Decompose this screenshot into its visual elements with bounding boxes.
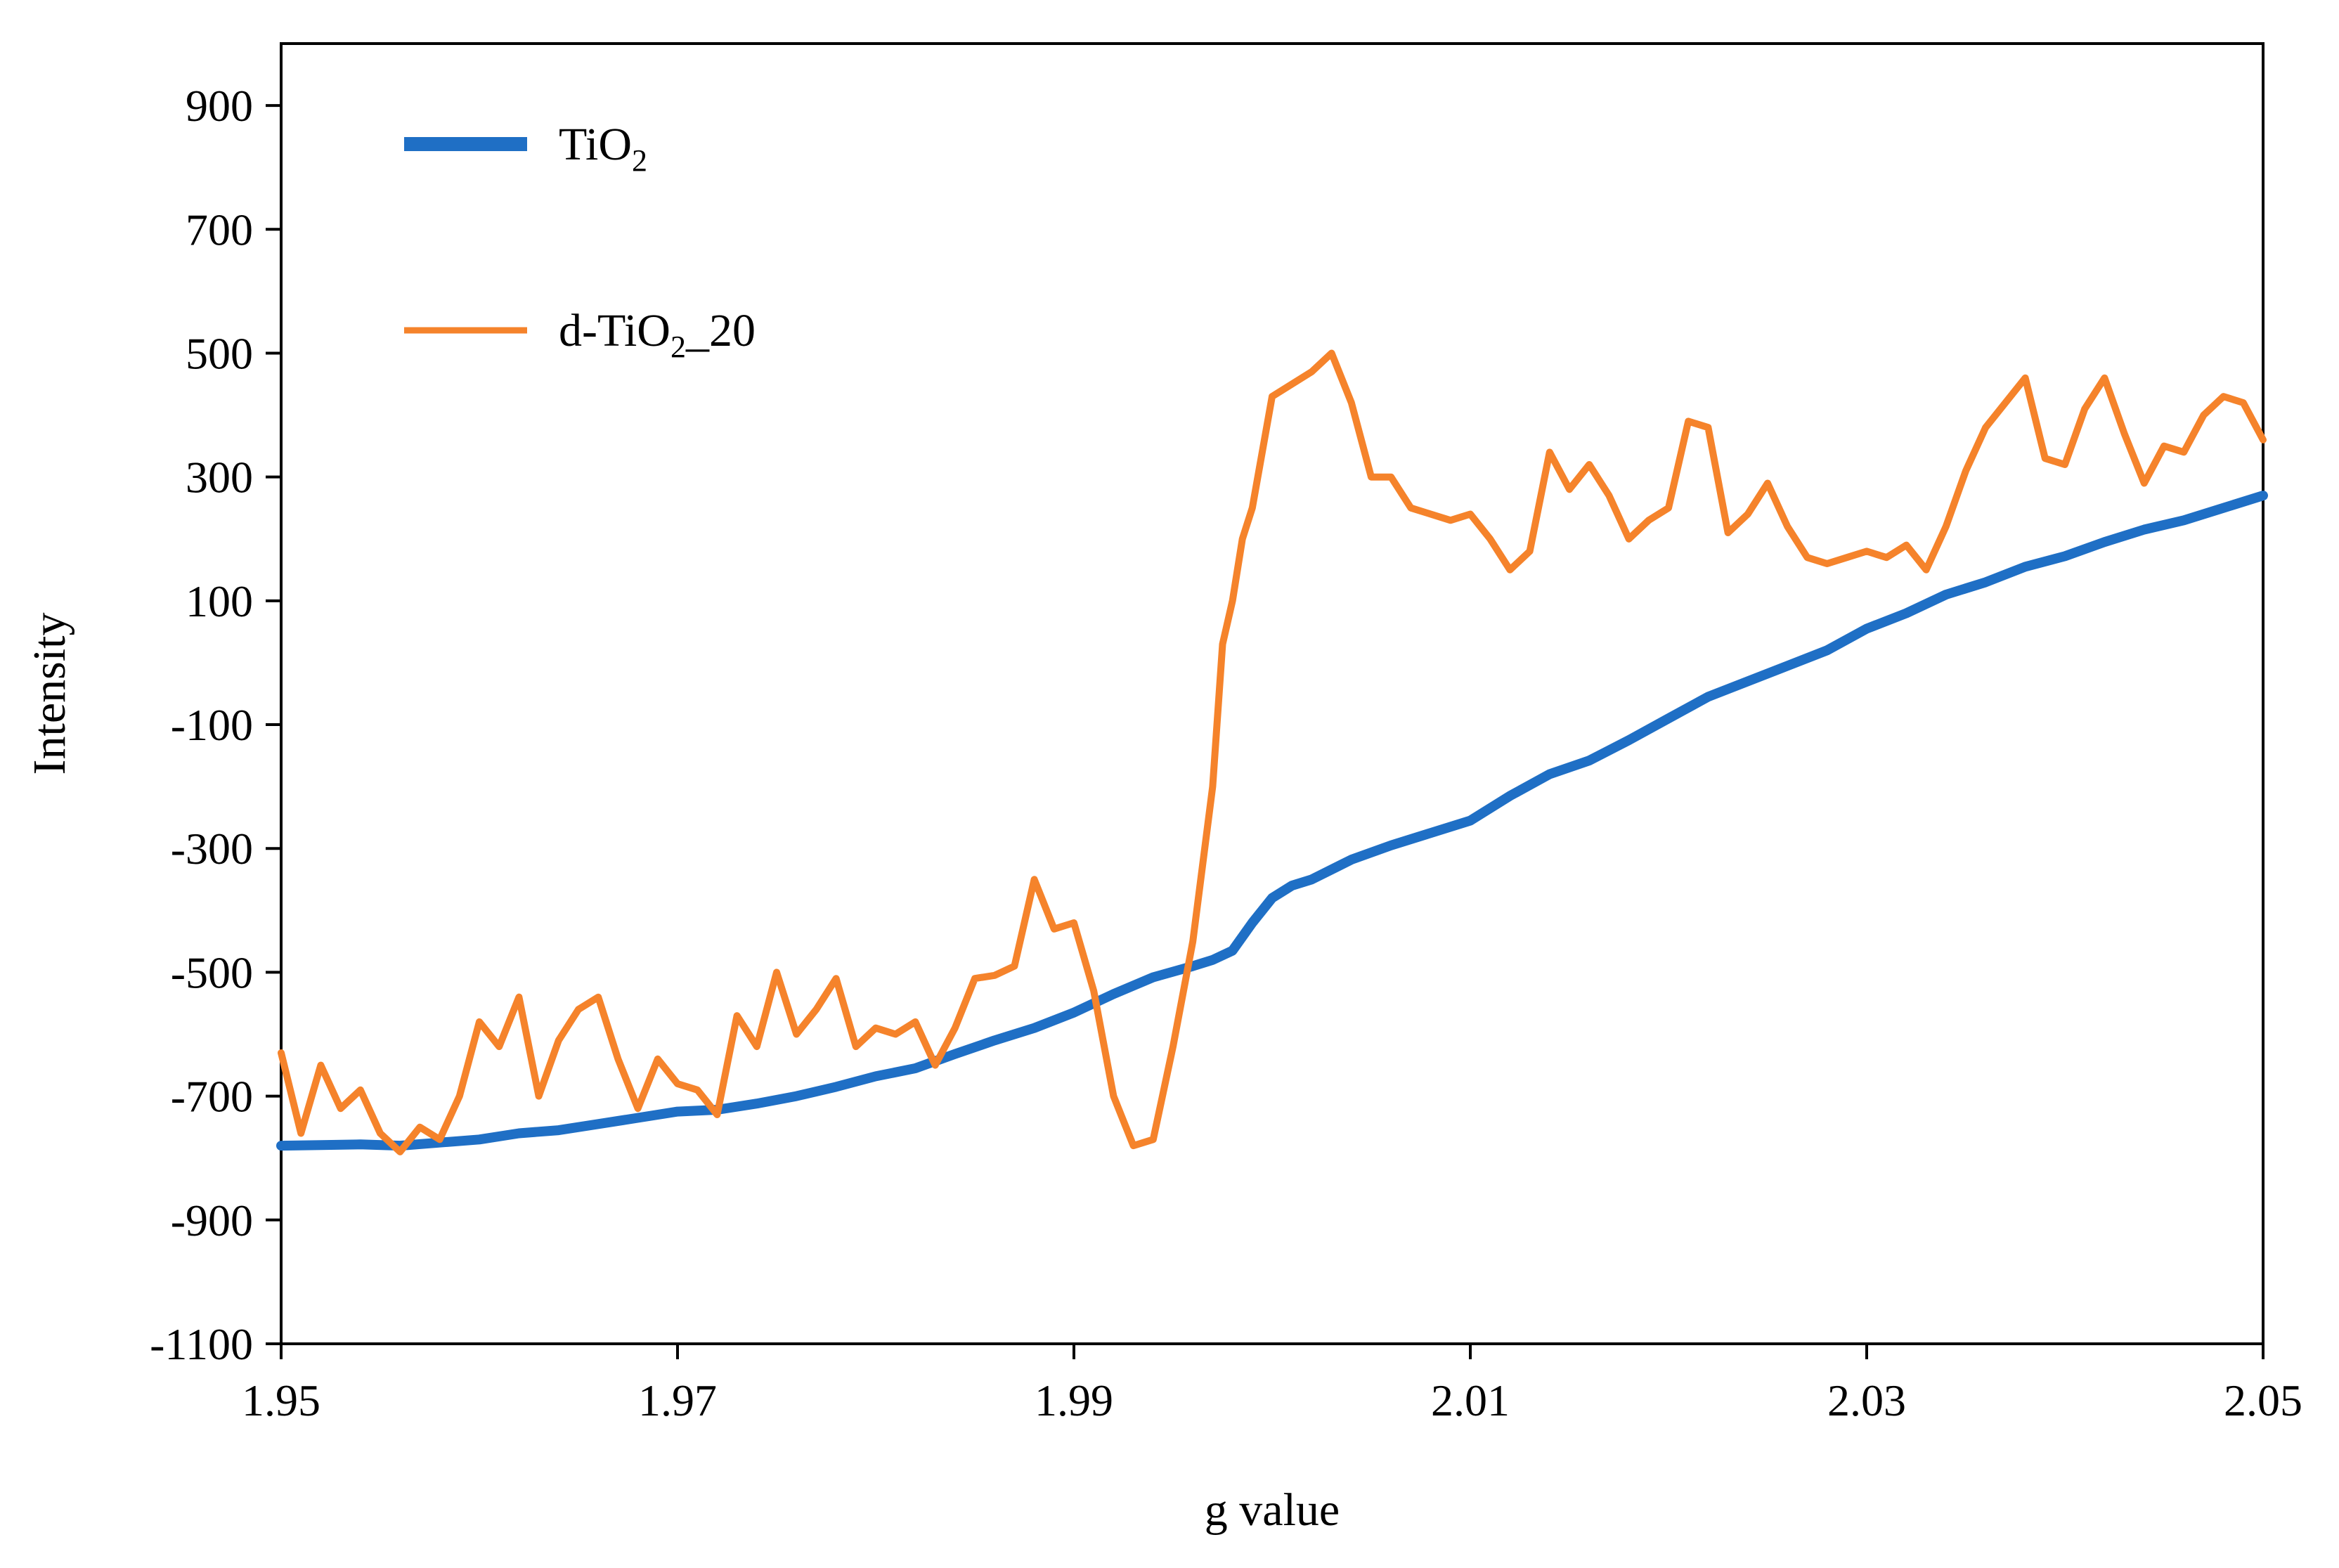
x-tick-label: 2.05 xyxy=(2224,1375,2302,1425)
y-tick-label: -1100 xyxy=(150,1319,253,1369)
legend-label-tio2: TiO2 xyxy=(559,119,647,178)
x-tick-label: 1.99 xyxy=(1035,1375,1113,1425)
y-tick-label: -900 xyxy=(171,1196,253,1245)
series-line-d-tio2-20 xyxy=(278,349,2267,1155)
y-tick-label: -300 xyxy=(171,824,253,874)
x-axis: 1.95 1.97 1.99 2.01 2.03 2.05 xyxy=(242,1344,2302,1425)
y-tick-label: -100 xyxy=(171,700,253,750)
y-tick-label: -500 xyxy=(171,947,253,997)
y-tick-label: 500 xyxy=(186,328,253,378)
series-layer xyxy=(276,349,2268,1155)
plot-area xyxy=(276,42,2268,1345)
y-tick-label: 700 xyxy=(186,205,253,254)
x-tick-label: 1.95 xyxy=(242,1375,320,1425)
y-tick-label: 900 xyxy=(186,81,253,131)
y-tick-label: 100 xyxy=(186,576,253,626)
series-line-tio2 xyxy=(276,491,2268,1151)
plot-frame xyxy=(280,42,2265,1345)
legend-label-d-tio2-20: d-TiO2_20 xyxy=(559,305,756,364)
x-axis-title: g value xyxy=(1205,1484,1340,1536)
y-axis-title: Intensity xyxy=(24,613,75,775)
y-axis: 900 700 500 300 100 -100 -300 -500 -700 -900 -1100 xyxy=(150,81,281,1369)
x-tick-label: 2.01 xyxy=(1431,1375,1510,1425)
x-tick-label: 2.03 xyxy=(1827,1375,1906,1425)
y-tick-label: -700 xyxy=(171,1072,253,1122)
legend: TiO2 d-TiO2_20 xyxy=(404,119,756,364)
y-tick-label: 300 xyxy=(186,453,253,503)
x-tick-label: 1.97 xyxy=(638,1375,717,1425)
